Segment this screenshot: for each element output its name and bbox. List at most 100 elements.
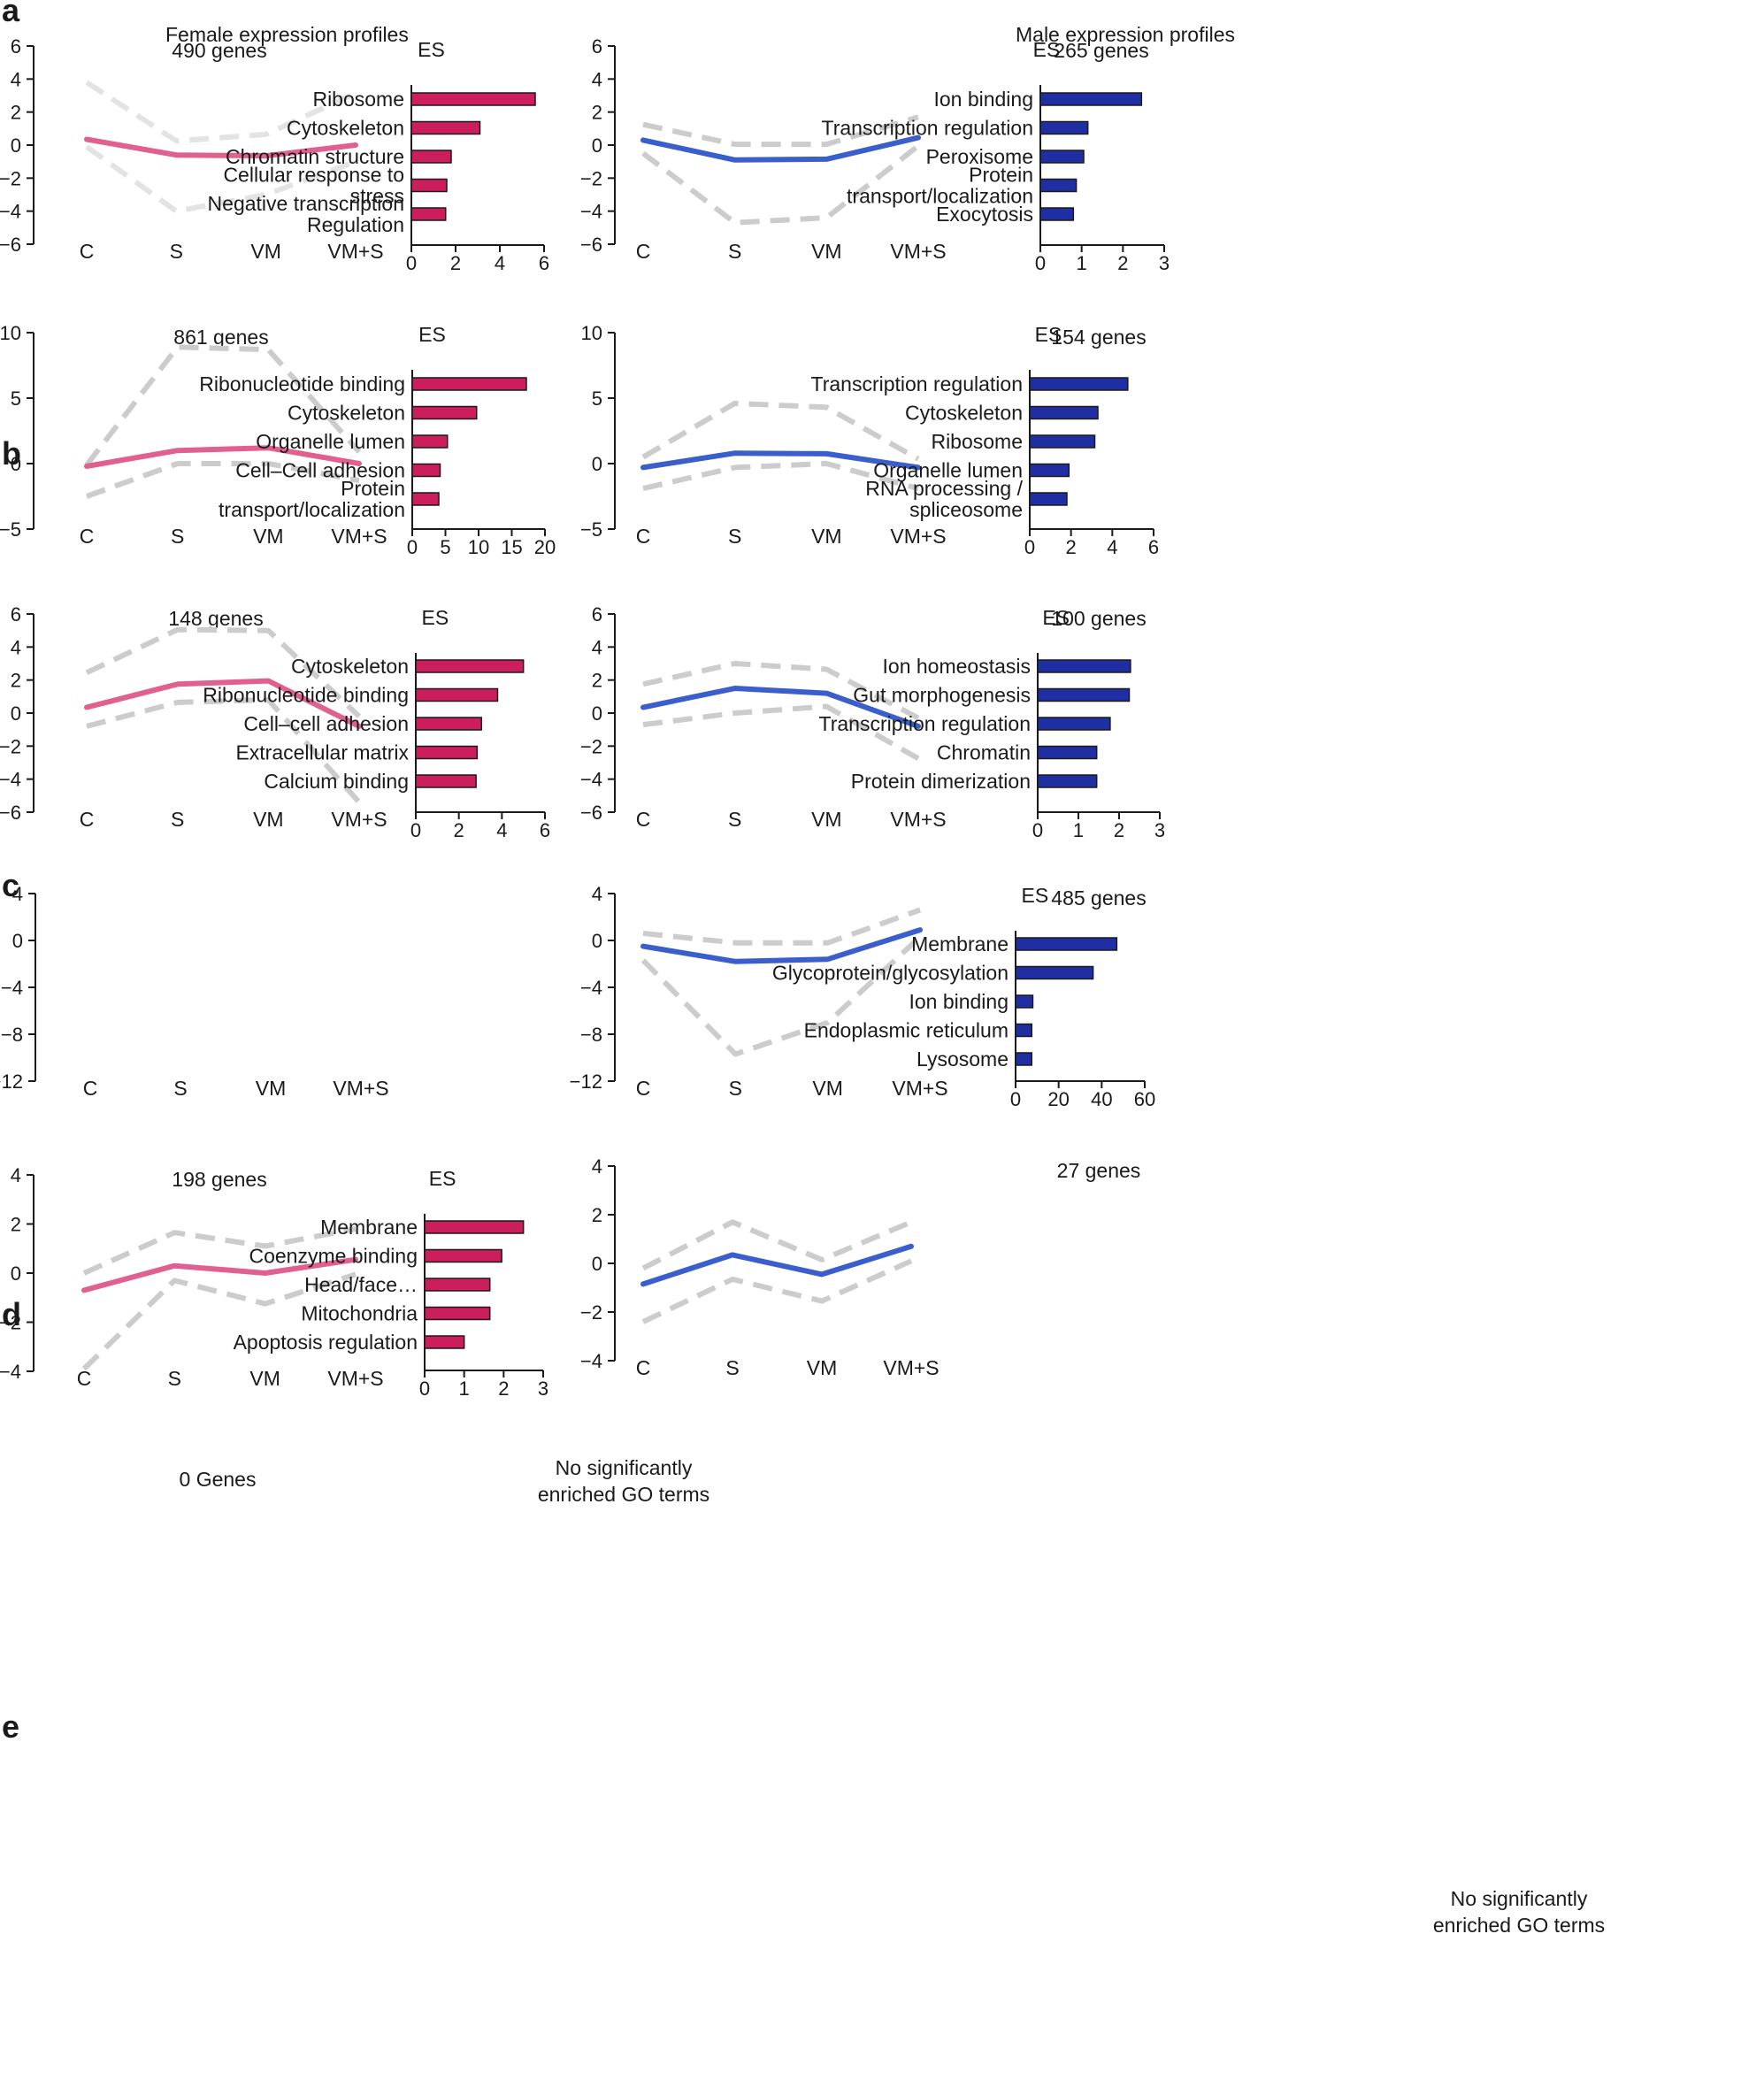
e-male-profile-series-mean — [640, 1243, 914, 1287]
c-male-go-bar-label-3: Chromatin — [937, 741, 1031, 764]
b-male-go-bar-label-4-line-2: spliceosome — [909, 498, 1023, 521]
b-female-go-bar-label-2: Organelle lumen — [256, 430, 405, 453]
note-d-female: No significantly enriched GO terms — [538, 1456, 709, 1506]
note-d-female-line-1: No significantly — [556, 1456, 693, 1479]
b-male-profile: 10 5 0 −5 C S VM VM+S 154 genes — [580, 322, 1147, 548]
panel-letter-b: b — [2, 435, 21, 472]
b-female-go-title: ES — [418, 323, 446, 346]
c-female-profile-cat-label-0: C — [80, 808, 95, 831]
c-male-go-title: ES — [1042, 606, 1070, 629]
c-male-profile-series-lower — [642, 703, 920, 761]
b-female-profile-title: 861 genes — [173, 326, 268, 349]
e-female-go-bar-0 — [424, 1220, 525, 1234]
panel-letter-c: c — [2, 867, 19, 903]
b-female-go-bar-label-4-line-1: Protein — [341, 477, 405, 500]
a-male-profile-ytick-label-2: 2 — [592, 102, 602, 124]
a-male-go-bar-3 — [1039, 178, 1078, 193]
a-male-profile-cat-label-2: VM — [811, 240, 842, 263]
c-male-go-xtick-label-1: 1 — [1073, 819, 1084, 841]
note-e-male-line-1: No significantly — [1451, 1887, 1588, 1910]
c-male-profile-cat-label-0: C — [636, 808, 651, 831]
a-female-go-xtick-label-3: 6 — [539, 252, 549, 274]
e-male-profile-ytick-label-2: 0 — [592, 1253, 602, 1275]
a-male-go-bar-2 — [1039, 150, 1085, 164]
a-female-profile-series-mean — [84, 136, 358, 159]
female-header: Female expression profiles — [165, 23, 409, 46]
b-male-go-bar-label-4-line-1: RNA processing / — [865, 477, 1023, 500]
c-male-profile-series-mean — [640, 686, 921, 729]
a-male-go-xtick-label-2: 2 — [1117, 252, 1128, 274]
d-male-profile-title: 485 genes — [1051, 886, 1146, 909]
b-female-go-bar-1 — [411, 405, 478, 420]
d-female-profile-cat-label-0: C — [83, 1077, 98, 1100]
d-male-go-bar-1 — [1015, 965, 1094, 980]
e-male-profile-ytick-label-1: 2 — [592, 1204, 602, 1226]
b-male-go-xtick-label-1: 2 — [1066, 536, 1077, 558]
a-male-go-xtick-label-3: 3 — [1159, 252, 1170, 274]
b-female-go-xtick-label-1: 5 — [440, 536, 450, 558]
b-female-go-bar-2 — [411, 434, 449, 449]
c-male-go-bar-0 — [1037, 659, 1131, 673]
d-female-profile-title: 0 Genes — [180, 1468, 257, 1491]
a-male-profile-cat-label-3: VM+S — [890, 240, 946, 263]
e-female-go-bar-label-1: Coenzyme binding — [249, 1245, 418, 1268]
b-male-profile-ytick-label-1: 5 — [592, 388, 602, 410]
b-female-go: 0 5 10 15 20 Ribonucleotide binding Cytoskelet… — [199, 323, 556, 558]
c-female-go-bar-label-0: Cytoskeleton — [291, 655, 409, 678]
c-female-go-xtick-label-1: 2 — [454, 819, 464, 841]
b-female-go-bar-3 — [411, 463, 441, 478]
b-female-profile-series-mean — [84, 445, 362, 469]
a-male-go-bar-label-2: Peroxisome — [926, 145, 1033, 168]
e-female-go-xtick-label-3: 3 — [538, 1377, 548, 1400]
c-male-go-xtick-label-2: 2 — [1114, 819, 1124, 841]
c-female-profile-ytick-label-5: −4 — [0, 769, 21, 791]
c-female-go-bar-0 — [415, 659, 525, 673]
a-male-go-bar-0 — [1039, 92, 1143, 106]
b-female-profile-ytick-label-2: 0 — [11, 453, 21, 475]
a-male-go-bar-1 — [1039, 120, 1089, 135]
b-male-go-xtick-label-2: 4 — [1107, 536, 1117, 558]
c-male-profile-ytick-label-0: 6 — [592, 603, 602, 625]
b-female-profile-series-upper — [84, 344, 362, 467]
a-male-go: 0 1 2 3 Ion binding Transcription regulation P… — [822, 85, 1170, 274]
d-male-go-bar-3 — [1015, 1023, 1032, 1038]
c-male-profile-title: 100 genes — [1051, 607, 1146, 630]
a-female-go-bar-label-4-line-2: Regulation — [307, 213, 404, 236]
a-female-profile-ytick-label-1: 4 — [11, 68, 21, 90]
b-female-go-bar-label-0: Ribonucleotide binding — [199, 372, 405, 395]
c-female-profile-cat-label-3: VM+S — [331, 808, 387, 831]
e-female-go-bar-label-4: Apoptosis regulation — [234, 1331, 418, 1354]
c-male-profile-cat-label-2: VM — [811, 808, 842, 831]
b-female-profile-cat-label-3: VM+S — [331, 525, 387, 548]
e-female-profile-ytick-label-3: −2 — [0, 1312, 21, 1334]
a-female-profile-ytick-label-3: 0 — [11, 134, 21, 157]
c-female-profile-series-mean — [84, 678, 362, 729]
c-female-profile-cat-label-1: S — [171, 808, 184, 831]
c-male-go: 0 1 2 3 Ion homeostasis Gut morphogenesis Tran… — [819, 606, 1166, 841]
note-e-male-line-2: enriched GO terms — [1433, 1914, 1605, 1937]
d-male-go-xtick-label-0: 0 — [1010, 1088, 1021, 1110]
a-male-profile: 6 4 2 0 −2 −4 −6 C S VM VM+S 265 genes — [580, 35, 1149, 263]
e-male-profile-series-upper — [641, 1219, 913, 1271]
d-male-profile-cat-label-2: VM — [812, 1077, 843, 1100]
c-male-profile-series-upper — [642, 661, 920, 721]
a-female-profile-series-upper — [85, 80, 357, 144]
a-male-go-bar-label-0: Ion binding — [933, 88, 1033, 111]
a-female-go-bar-label-3-line-2: stress — [350, 185, 404, 208]
b-male-profile-series-lower — [642, 461, 919, 492]
d-female-profile-ytick-label-0: 4 — [12, 883, 23, 905]
d-male-go-bar-label-1: Glycoprotein/glycosylation — [772, 962, 1009, 985]
b-female-go-xtick-label-2: 10 — [468, 536, 489, 558]
a-female-go-bar-label-0: Ribosome — [312, 88, 404, 111]
e-male-profile-cat-label-0: C — [636, 1356, 651, 1379]
b-male-go-xtick-label-3: 6 — [1148, 536, 1159, 558]
a-female-profile-ytick-label-4: −2 — [0, 167, 21, 189]
b-male-go-bar-label-2: Ribosome — [931, 430, 1023, 453]
c-female-profile: 6 4 2 0 −2 −4 −6 C S VM VM+S 148 genes — [0, 603, 387, 831]
d-male-go-xtick-label-2: 40 — [1091, 1088, 1112, 1110]
b-female-profile-ytick-label-3: −5 — [0, 518, 21, 541]
c-female-profile-ytick-label-6: −6 — [0, 802, 21, 824]
b-male-go-xtick-label-0: 0 — [1024, 536, 1035, 558]
e-female-go-bar-label-3: Mitochondria — [301, 1302, 418, 1325]
d-male-profile-cat-label-0: C — [636, 1077, 651, 1100]
